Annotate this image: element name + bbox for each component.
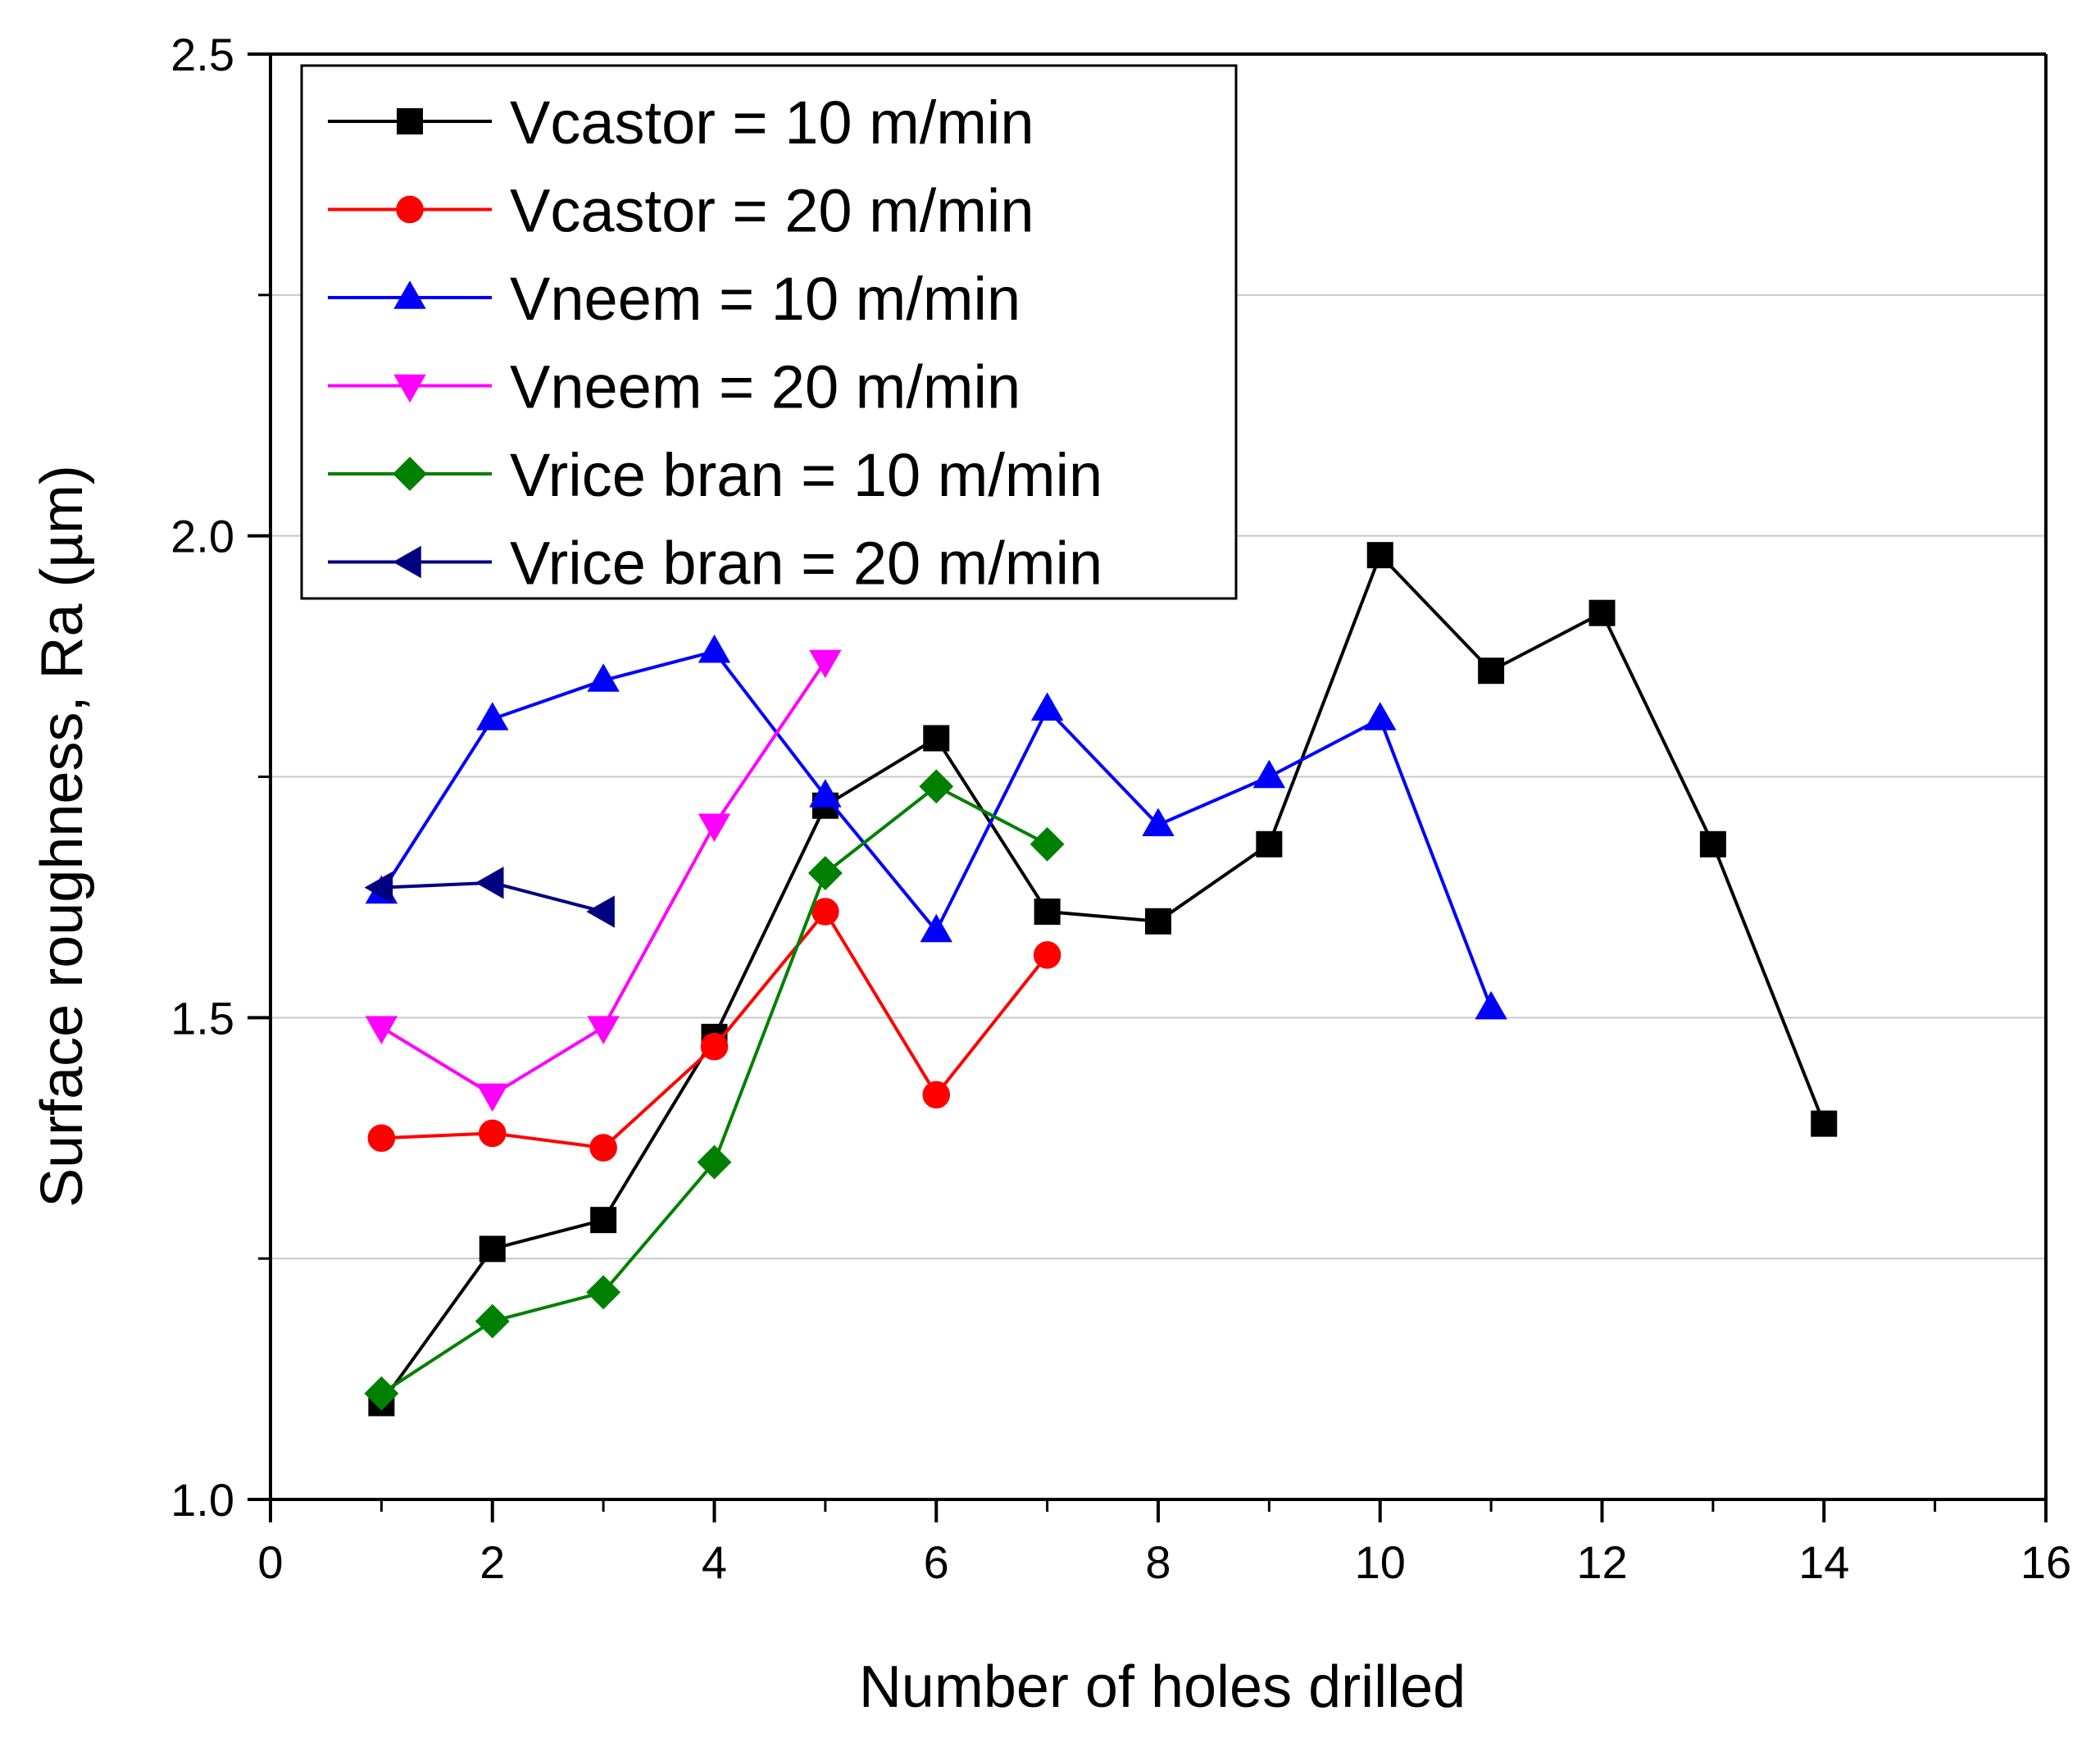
data-point — [479, 1119, 507, 1148]
x-tick-label: 6 — [924, 1536, 949, 1588]
legend-label: Vrice bran = 20 m/min — [510, 530, 1102, 598]
data-point — [475, 1304, 510, 1339]
legend: Vcastor = 10 m/min Vcastor = 20 m/min Vnee… — [300, 64, 1238, 600]
legend-marker — [393, 374, 426, 403]
legend-label: Vrice bran = 10 m/min — [510, 441, 1102, 509]
series-5 — [364, 769, 1065, 1411]
legend-item: Vneem = 20 m/min — [328, 353, 1020, 421]
y-tick-label: 2.5 — [170, 29, 234, 80]
data-point — [700, 1032, 729, 1061]
data-point — [1478, 657, 1505, 685]
data-point — [587, 1016, 620, 1044]
data-point — [1034, 899, 1061, 926]
data-point — [697, 1144, 732, 1180]
x-tick-label: 16 — [2020, 1536, 2071, 1588]
data-point — [1699, 830, 1726, 858]
legend-item: Vcastor = 20 m/min — [328, 177, 1034, 245]
x-tick-label: 10 — [1355, 1536, 1406, 1588]
y-tick-label: 1.5 — [170, 992, 234, 1044]
x-tick-label: 4 — [702, 1536, 727, 1588]
legend-label: Vneem = 20 m/min — [510, 353, 1020, 421]
data-point — [809, 649, 842, 679]
data-point — [1033, 941, 1061, 969]
data-point — [809, 779, 842, 808]
data-point — [475, 867, 504, 899]
x-tick-label: 0 — [257, 1536, 283, 1588]
data-point — [1364, 702, 1397, 730]
data-point — [586, 895, 615, 928]
data-point — [365, 1016, 398, 1044]
data-point — [1811, 1110, 1838, 1137]
x-tick-label: 8 — [1145, 1536, 1170, 1588]
data-point — [367, 1124, 396, 1152]
data-point — [698, 634, 731, 663]
series-6 — [364, 867, 615, 928]
series-group — [364, 542, 1838, 1417]
data-point — [807, 856, 843, 890]
data-point — [1475, 990, 1507, 1020]
y-tick-label: 1.0 — [170, 1474, 234, 1526]
data-point — [476, 702, 509, 730]
data-point — [586, 1275, 621, 1310]
y-tick-label: 2.0 — [170, 511, 234, 562]
data-point — [479, 1235, 506, 1263]
legend-label: Vneem = 10 m/min — [510, 265, 1020, 333]
data-point — [1252, 759, 1286, 789]
data-point — [923, 725, 950, 752]
data-point — [1256, 830, 1283, 858]
axes: 0 2 4 6 8 10 12 14 16 1.0 1.5 2.0 2.5 — [170, 29, 2071, 1588]
legend-item: Vrice bran = 20 m/min — [328, 530, 1102, 598]
data-point — [1142, 808, 1175, 837]
x-axis-title: Number of holes drilled — [859, 1654, 1466, 1720]
data-point — [589, 1134, 617, 1162]
data-point — [811, 898, 839, 926]
data-point — [364, 1376, 399, 1411]
legend-marker — [397, 108, 423, 134]
series-4 — [365, 649, 842, 1112]
y-axis-title: Surface roughness, Ra (µm) — [30, 465, 95, 1208]
legend-marker — [393, 457, 427, 491]
data-point — [1589, 599, 1616, 626]
data-point — [922, 1081, 950, 1109]
x-tick-label: 2 — [480, 1536, 505, 1588]
data-point — [1366, 542, 1393, 569]
data-point — [590, 1207, 617, 1234]
series-line — [380, 552, 1826, 1404]
series-2 — [367, 898, 1061, 1162]
legend-box — [300, 64, 1238, 600]
data-point — [587, 663, 620, 692]
data-point — [698, 813, 731, 843]
legend-item: Vrice bran = 10 m/min — [328, 441, 1102, 509]
legend-item: Vneem = 10 m/min — [328, 265, 1020, 333]
data-point — [1030, 826, 1065, 862]
legend-label: Vcastor = 20 m/min — [510, 177, 1034, 245]
legend-marker — [393, 545, 421, 579]
data-point — [919, 769, 954, 804]
legend-label: Vcastor = 10 m/min — [510, 89, 1034, 157]
x-tick-label: 14 — [1798, 1536, 1849, 1588]
x-tick-label: 12 — [1576, 1536, 1627, 1588]
data-point — [1145, 908, 1171, 935]
legend-marker — [393, 280, 426, 309]
data-point — [1030, 692, 1064, 721]
legend-item: Vcastor = 10 m/min — [328, 89, 1034, 157]
data-point — [476, 1083, 509, 1112]
legend-marker — [396, 195, 424, 224]
data-point — [920, 913, 952, 943]
data-point — [364, 871, 393, 904]
